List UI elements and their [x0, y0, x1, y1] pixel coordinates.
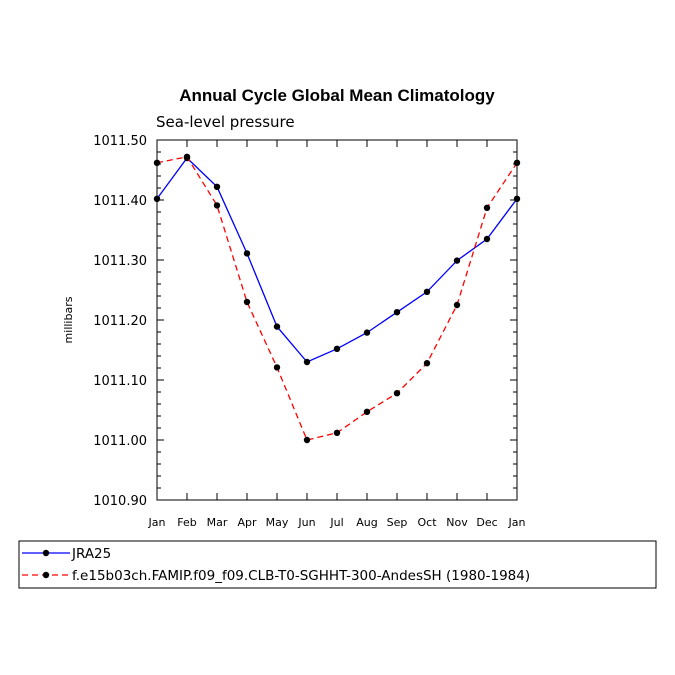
- series-2-point: [453, 301, 461, 309]
- series-1-point: [213, 183, 221, 190]
- series-2-point: [513, 159, 521, 166]
- y-tick-label: 1011.50: [93, 134, 147, 149]
- series-line-2: [156, 156, 518, 441]
- series-1-point: [483, 235, 491, 243]
- series-1-point: [303, 358, 311, 366]
- legend-label-1: JRA25: [71, 546, 111, 562]
- legend: JRA25 f.e15b03ch.FAMIP.f09_f09.CLB-T0-SGH…: [18, 540, 657, 589]
- x-tick-label: Jun: [297, 516, 315, 529]
- series-2-point: [243, 298, 251, 306]
- series-2-point: [483, 204, 491, 211]
- series-2-point: [183, 153, 191, 160]
- series-1-point: [243, 250, 251, 257]
- y-tick-label: 1011.40: [93, 194, 147, 209]
- series-line-1: [156, 157, 518, 363]
- y-tick-label: 1011.10: [93, 374, 147, 389]
- x-axis: Jan Feb Mar Apr May Jun Jul Aug Sep Oct Nov Dec Jan: [148, 140, 526, 529]
- x-tick-label: Apr: [237, 516, 257, 529]
- y-tick-label: 1010.90: [93, 494, 147, 509]
- legend-label-2: f.e15b03ch.FAMIP.f09_f09.CLB-T0-SGHHT-30…: [72, 568, 530, 584]
- x-tick-label: Jul: [329, 516, 343, 529]
- x-tick-label: Mar: [207, 516, 228, 529]
- series-2-point: [303, 436, 311, 444]
- x-tick-label: Sep: [387, 516, 408, 529]
- series-2-point: [273, 364, 281, 371]
- y-tick-label: 1011.30: [93, 254, 147, 269]
- legend-marker-2: [42, 571, 50, 579]
- x-tick-label: Jan: [508, 516, 526, 529]
- series-1-point: [453, 257, 461, 264]
- series-2-point: [363, 408, 371, 415]
- x-tick-label: Aug: [356, 516, 377, 529]
- y-axis-label: millibars: [62, 296, 75, 343]
- series-1-point: [363, 329, 371, 336]
- series-1-point: [273, 323, 281, 330]
- series-1-point: [393, 309, 401, 316]
- series-1-point: [153, 195, 161, 202]
- series-2-point: [393, 390, 401, 397]
- chart-title: Annual Cycle Global Mean Climatology: [179, 86, 495, 105]
- series-2-point: [213, 202, 221, 209]
- x-tick-label: Feb: [177, 516, 196, 529]
- y-tick-label: 1011.00: [93, 434, 147, 449]
- legend-box: [18, 540, 657, 589]
- series-layer: [153, 153, 521, 444]
- x-tick-label: Nov: [446, 516, 468, 529]
- series-2-point: [333, 429, 341, 436]
- legend-marker-1: [42, 549, 50, 557]
- x-tick-label: May: [266, 516, 289, 529]
- series-1-point: [513, 195, 521, 202]
- y-tick-label: 1011.20: [93, 314, 147, 329]
- plot-frame: [156, 139, 518, 501]
- chart-subtitle: Sea-level pressure: [156, 113, 295, 131]
- y-axis: 1011.50 1011.40 1011.30 1011.20 1011.10 1011.…: [93, 134, 517, 509]
- x-tick-label: Oct: [417, 516, 437, 529]
- series-1-point: [423, 288, 431, 295]
- series-1-point: [333, 345, 341, 352]
- x-tick-label: Dec: [476, 516, 497, 529]
- series-2-point: [153, 159, 161, 166]
- x-tick-label: Jan: [148, 516, 166, 529]
- series-2-point: [423, 360, 431, 367]
